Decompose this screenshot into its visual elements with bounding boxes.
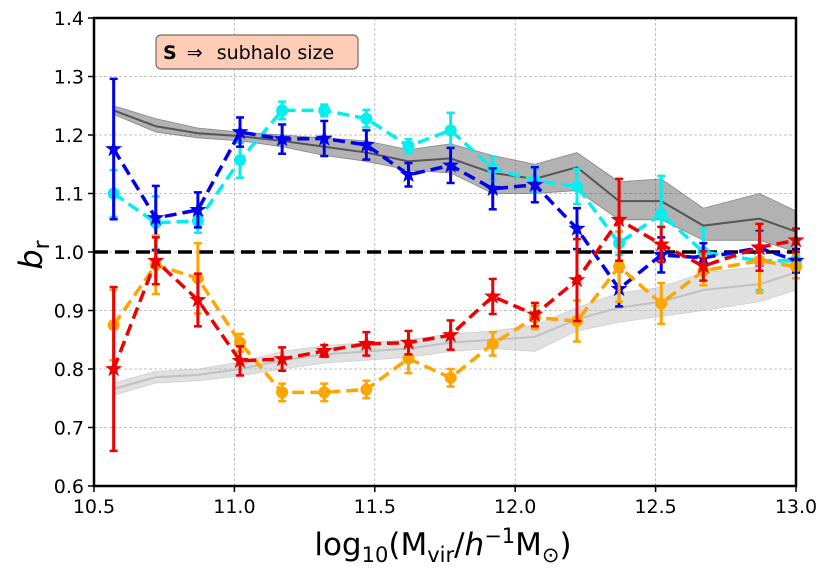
data-point: [231, 351, 249, 369]
annotation-background: [155, 34, 359, 70]
x-tick-label: 11.0: [213, 496, 255, 518]
data-point: [526, 175, 544, 193]
plot-frame: [92, 16, 798, 488]
x-tick-label: 12.0: [494, 496, 536, 518]
data-point: [486, 337, 499, 350]
y-tick-label: 1.3: [54, 67, 84, 89]
y-tick-label: 1.4: [54, 8, 84, 30]
data-point: [570, 180, 583, 193]
data-point: [276, 386, 289, 399]
y-tick-label: 0.8: [54, 359, 84, 381]
series: [105, 77, 805, 453]
data-point: [105, 360, 123, 377]
data-point: [234, 154, 247, 167]
data-point: [442, 156, 460, 173]
data-point: [652, 235, 670, 252]
data-point: [484, 179, 502, 197]
data-point: [613, 260, 626, 273]
data-point: [231, 123, 249, 140]
x-tick-label: 10.5: [73, 496, 115, 518]
annotation-text: subhalo size: [217, 42, 334, 64]
data-point: [273, 350, 291, 367]
data-point: [147, 251, 165, 269]
data-point: [189, 200, 207, 218]
x-tick-label: 12.5: [634, 496, 676, 518]
data-point: [105, 140, 123, 157]
data-point: [273, 130, 291, 147]
data-point: [402, 140, 415, 153]
ticks: 10.5 11.0 11.5 12.0 12.5 13.0 0.6 0.7 0.8 0.9 1.0 1…: [54, 8, 817, 518]
annotation-box: S ⇒ subhalo size: [155, 34, 359, 70]
x-tick-label: 13.0: [775, 496, 817, 518]
data-point: [655, 207, 668, 220]
y-axis-label: br: [12, 239, 55, 269]
annotation-arrow: ⇒: [187, 42, 203, 64]
data-point: [444, 124, 457, 137]
y-tick-label: 0.7: [54, 418, 84, 440]
data-point: [276, 104, 289, 117]
data-point: [147, 209, 165, 226]
y-tick-label: 1.0: [54, 242, 84, 264]
y-tick-label: 0.6: [54, 476, 84, 498]
data-point: [610, 210, 628, 228]
data-point: [318, 386, 331, 399]
data-point: [357, 334, 375, 352]
data-point: [399, 165, 418, 183]
data-point: [189, 290, 207, 308]
data-point: [484, 287, 502, 304]
data-point: [526, 305, 544, 322]
data-point: [315, 129, 333, 146]
data-point: [568, 219, 586, 236]
svg-text:S ⇒ subhalo size: S ⇒ subhalo size: [163, 42, 334, 64]
annotation-bold-letter: S: [163, 42, 177, 64]
y-tick-label: 0.9: [54, 301, 84, 323]
data-point: [444, 371, 457, 384]
data-point: [442, 326, 460, 343]
data-point: [568, 271, 586, 288]
data-point: [750, 238, 769, 255]
y-tick-label: 1.1: [54, 184, 84, 206]
series-3: [105, 177, 805, 453]
x-axis-label: log10(Mvir/h−1M⊙): [314, 524, 571, 567]
y-tick-label: 1.2: [54, 125, 84, 147]
data-point: [655, 297, 668, 310]
data-point: [399, 333, 418, 350]
data-point: [360, 112, 373, 125]
data-point: [315, 341, 333, 359]
data-point: [318, 104, 331, 117]
x-tick-label: 11.5: [354, 496, 396, 518]
data-point: [694, 257, 712, 274]
data-point: [360, 383, 373, 396]
data-point: [357, 135, 375, 153]
